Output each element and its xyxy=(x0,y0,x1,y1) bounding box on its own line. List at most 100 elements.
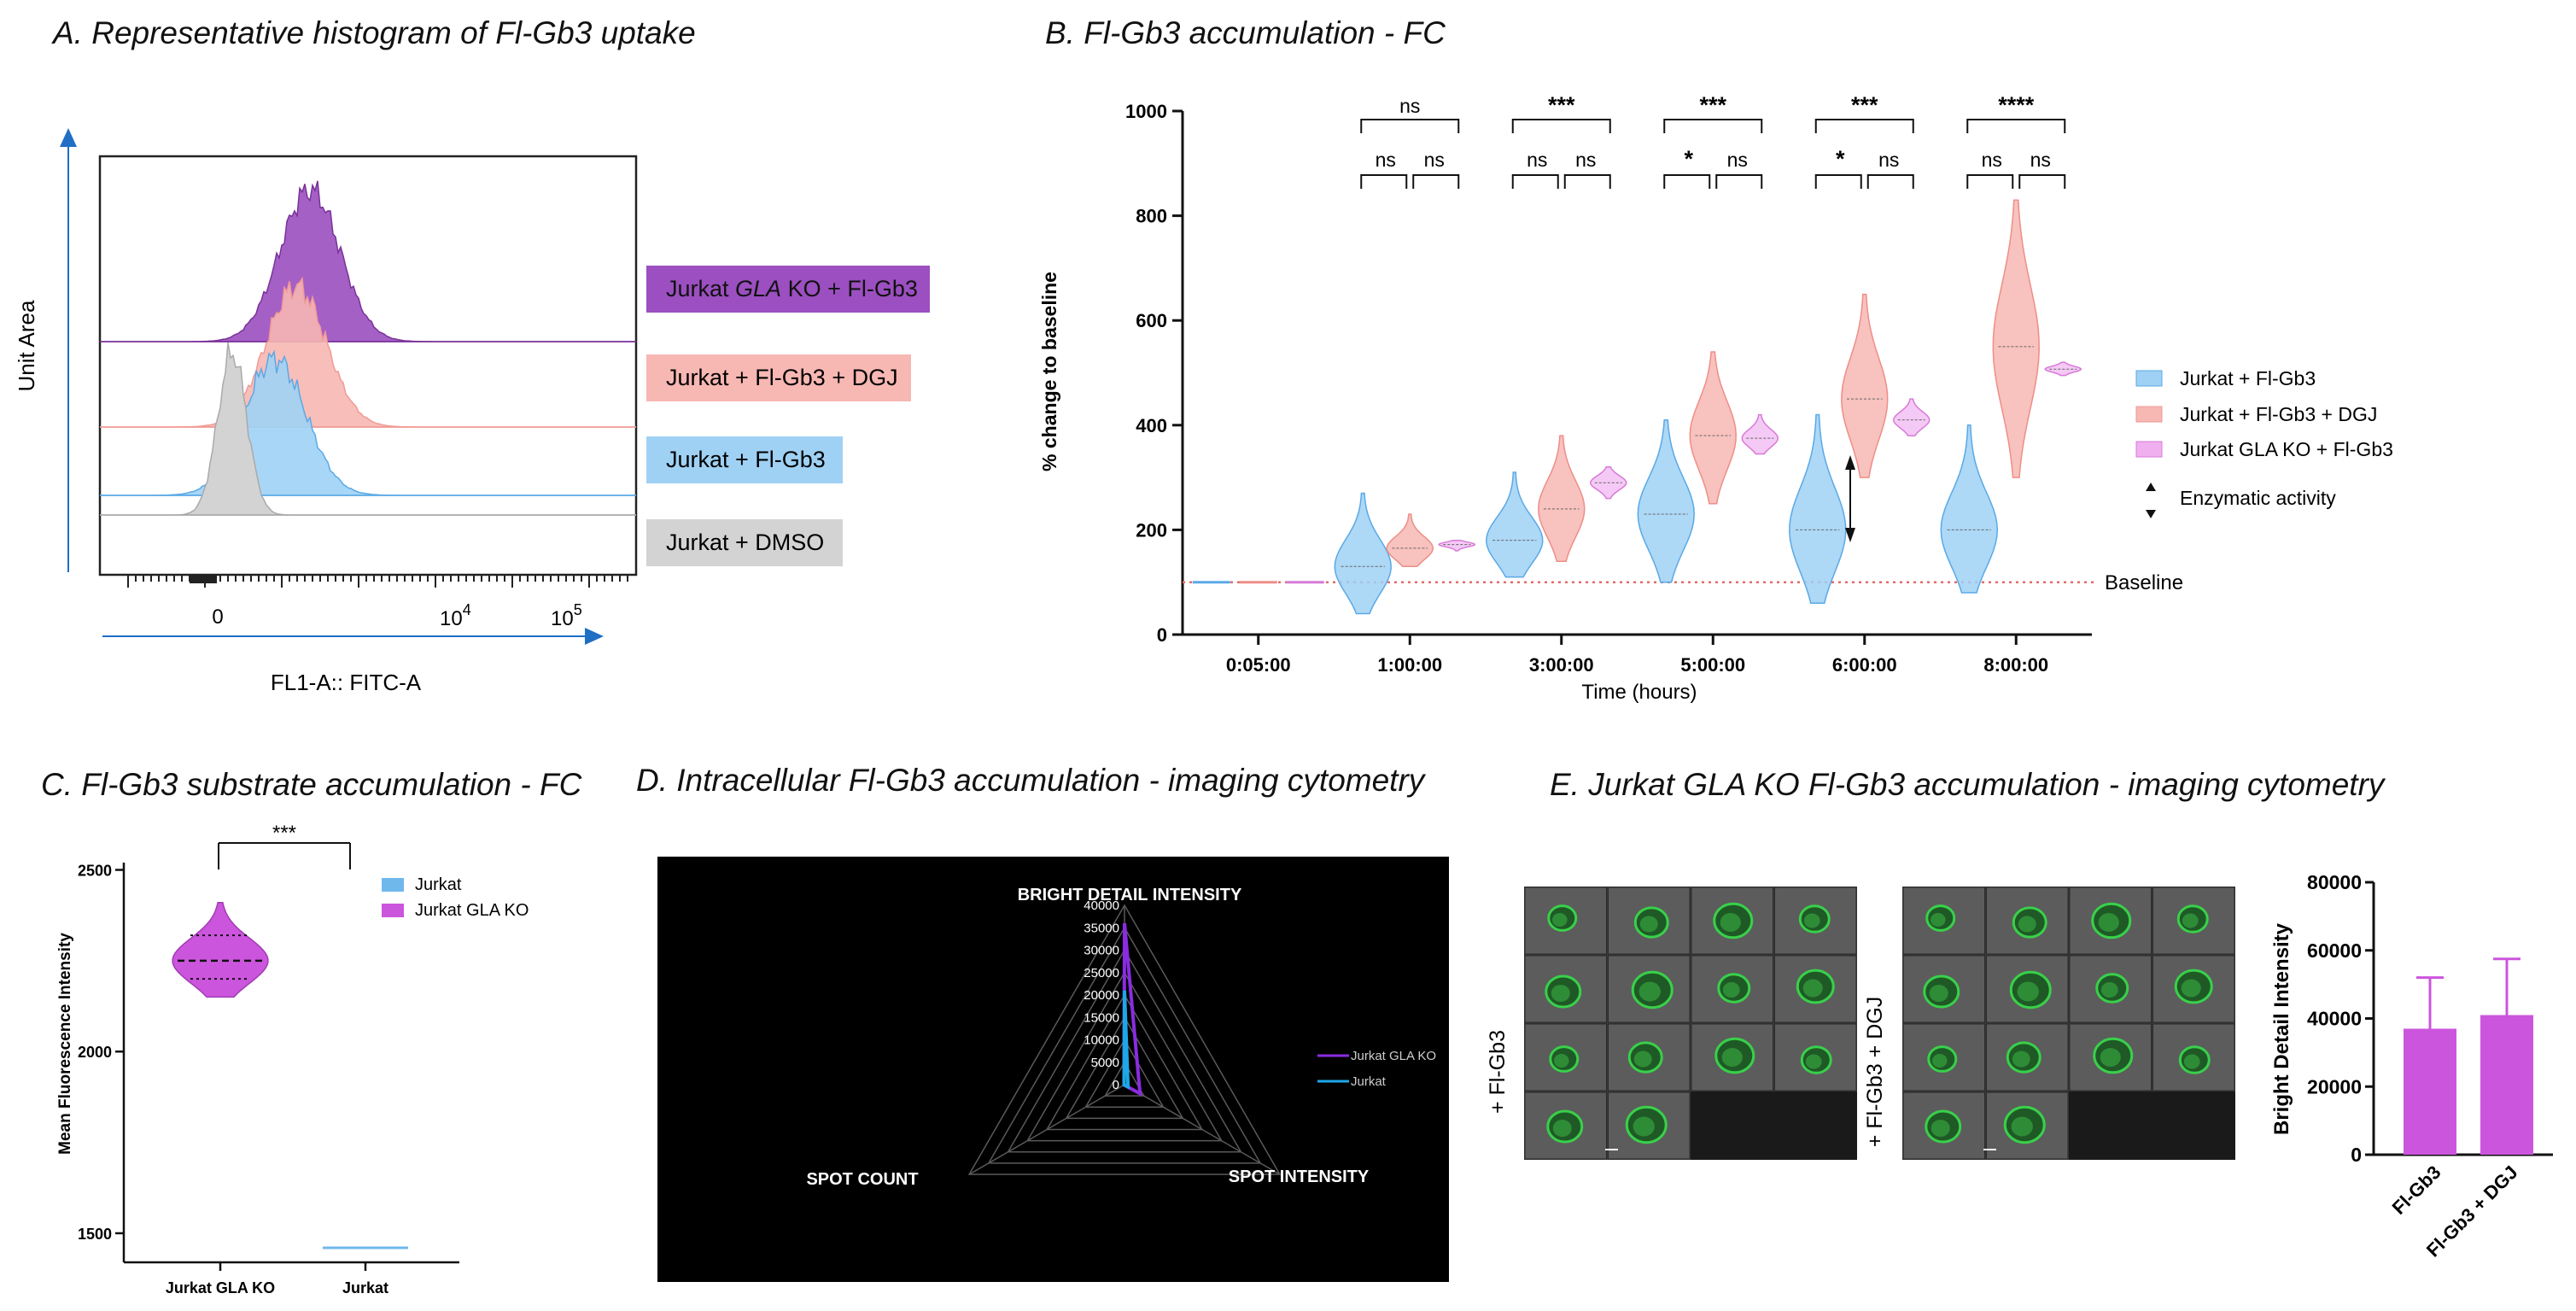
e-bar-0 xyxy=(2404,1028,2456,1155)
b-legend-enzymatic-down-icon xyxy=(2146,510,2156,518)
d-radar-tick-label: 5000 xyxy=(1091,1056,1119,1070)
d-radar-gridline xyxy=(1065,1015,1184,1120)
b-sig-right-label: ns xyxy=(1727,149,1748,171)
a-legend-label-dgj: Jurkat + Fl-Gb3 + DGJ xyxy=(666,365,898,390)
a-hist-dmso xyxy=(100,342,636,516)
panel-d: 0 5000 10000 15000 20000 25000 30000 35000 40000… xyxy=(657,857,1449,1282)
e-grid-empty-cell xyxy=(2069,1092,2153,1160)
b-sig-top-label: *** xyxy=(1699,92,1726,118)
b-sig-right-bracket xyxy=(1715,174,1763,189)
a-xlabel: FL1-A:: FITC-A xyxy=(271,670,422,695)
c-x-tick-label: Jurkat xyxy=(342,1279,388,1296)
b-y-tick-label: 0 xyxy=(1157,624,1167,646)
a-legend-label-flgb3: Jurkat + Fl-Gb3 xyxy=(666,447,826,472)
e-cell-nucleus-icon xyxy=(1552,1120,1572,1137)
d-radar-background xyxy=(657,857,1449,1282)
d-axis-label-left: SPOT COUNT xyxy=(806,1170,918,1189)
b-sig-left-label: ns xyxy=(1982,149,2002,171)
e-grid-empty-cell xyxy=(1691,1092,1774,1160)
b-legend: Jurkat + Fl-Gb3 Jurkat + Fl-Gb3 + DGJ Ju… xyxy=(2135,367,2393,518)
a-legend-swatch-dmso xyxy=(646,519,843,566)
b-x-tick-label: 8:00:00 xyxy=(1983,654,2048,676)
b-sig-top-bracket xyxy=(1814,119,1914,133)
e-cell-nucleus-icon xyxy=(2100,982,2118,998)
c-x-tick-label: Jurkat GLA KO xyxy=(166,1279,275,1296)
b-y-tick-label: 400 xyxy=(1136,415,1167,436)
b-x-tick-label: 6:00:00 xyxy=(1832,654,1897,676)
d-legend-label-0: Jurkat GLA KO xyxy=(1351,1049,1436,1063)
d-axis-label-top: BRIGHT DETAIL INTENSITY xyxy=(1018,886,1242,904)
d-axis-label-right: SPOT INTENSITY xyxy=(1229,1168,1370,1186)
panel-b-title: B. Fl-Gb3 accumulation - FC xyxy=(1045,15,1446,50)
e-cell-nucleus-icon xyxy=(2100,1048,2121,1067)
b-x-tick-label: 0:05:00 xyxy=(1226,654,1291,676)
e-grid-empty-cell xyxy=(1773,1092,1857,1160)
b-x-tick-label: 3:00:00 xyxy=(1529,654,1594,676)
a-tick-1e4: 104 xyxy=(440,601,471,630)
b-violin-2-4 xyxy=(1893,398,1931,436)
e-cell-nucleus-icon xyxy=(1803,913,1820,928)
e-cell-nucleus-icon xyxy=(1551,913,1568,927)
b-baseline-text: Baseline xyxy=(2105,571,2183,594)
b-sig-top-bracket xyxy=(1511,119,1611,133)
d-radar-tick-label: 40000 xyxy=(1084,898,1119,913)
e-cell-nucleus-icon xyxy=(2011,1116,2033,1137)
e-cell-nucleus-icon xyxy=(1930,913,1946,927)
b-sig-right-label: ns xyxy=(1575,149,1596,171)
b-legend-swatch-1 xyxy=(2135,406,2163,423)
panel-e: + Fl-Gb3 + Fl-Gb3 + DGJ 0 20000 40000 60000… xyxy=(1486,871,2553,1261)
e-grid-cell xyxy=(1902,1023,1985,1092)
b-sig-right-label: ns xyxy=(1424,149,1445,171)
b-sig-right-bracket xyxy=(2018,174,2066,189)
b-violin-0-5 xyxy=(1940,424,1999,594)
d-radar-tick-label: 10000 xyxy=(1084,1033,1119,1048)
e-cell-nucleus-icon xyxy=(1722,982,1740,998)
c-legend-label-1: Jurkat GLA KO xyxy=(415,901,529,920)
b-sig-top-bracket xyxy=(1360,119,1460,133)
a-legend-swatch-gla-ko xyxy=(646,266,930,313)
b-y-tick-label: 600 xyxy=(1136,310,1167,331)
e-cell-nucleus-icon xyxy=(2012,1051,2030,1068)
a-hist-dgj xyxy=(100,276,636,428)
b-violins xyxy=(1192,199,2082,615)
a-hist-gla-ko xyxy=(100,180,636,342)
e-y-tick-label: 60000 xyxy=(2307,939,2362,962)
e-x-tick-label-0: Fl-Gb3 xyxy=(2388,1162,2445,1219)
b-axes: 0 200 400 600 800 1000 0:05:00 1:00:00 3:00:00 5:… xyxy=(1125,101,2096,676)
d-legend: Jurkat GLA KO Jurkat xyxy=(1317,1049,1436,1089)
panel-c-title: C. Fl-Gb3 substrate accumulation - FC xyxy=(41,767,582,802)
b-legend-swatch-2 xyxy=(2135,441,2163,458)
d-radar-gridline xyxy=(1007,948,1242,1153)
d-radar-tick-label: 25000 xyxy=(1084,966,1119,980)
b-violin-2-1 xyxy=(1438,539,1476,552)
b-violin-0-4 xyxy=(1789,413,1847,604)
b-violin-2-3 xyxy=(1741,413,1779,455)
a-histograms xyxy=(100,180,636,516)
b-legend-label-1: Jurkat + Fl-Gb3 + DGJ xyxy=(2180,403,2377,425)
b-sig-right-label: ns xyxy=(2030,149,2051,171)
e-cell-nucleus-icon xyxy=(1931,1120,1950,1137)
b-x-tick-label: 1:00:00 xyxy=(1377,654,1442,676)
e-cell-nucleus-icon xyxy=(2181,979,2201,998)
b-sig-left-label: * xyxy=(1836,146,1845,172)
d-radar-gridline xyxy=(1045,993,1204,1131)
b-sig-top-label: ns xyxy=(1399,95,1420,117)
b-sig-right-bracket xyxy=(1866,174,1914,189)
d-radar-tick-label: 30000 xyxy=(1084,944,1119,958)
b-sig-right-bracket xyxy=(1563,174,1611,189)
d-radar-series-1 xyxy=(1122,990,1130,1090)
b-enzymatic-arrow-down xyxy=(1845,528,1855,542)
e-image-label-0: + Fl-Gb3 xyxy=(1486,1030,1510,1114)
b-sig-top-label: *** xyxy=(1851,92,1878,118)
b-violin-0-1 xyxy=(1334,492,1392,615)
d-radar-spoke xyxy=(1124,1084,1281,1175)
e-cell-nucleus-icon xyxy=(1721,1048,1743,1067)
panel-a: Unit Area FL1-A:: FITC-A 0 104 105 Jurka… xyxy=(14,128,930,695)
a-legend-swatch-dgj xyxy=(646,354,911,401)
b-sig-left-bracket xyxy=(1814,174,1862,189)
d-radar-gridline xyxy=(1026,971,1223,1142)
d-radar-tick-label: 35000 xyxy=(1084,921,1119,935)
e-y-tick-label: 20000 xyxy=(2307,1075,2362,1097)
e-cell-nucleus-icon xyxy=(2098,913,2119,932)
